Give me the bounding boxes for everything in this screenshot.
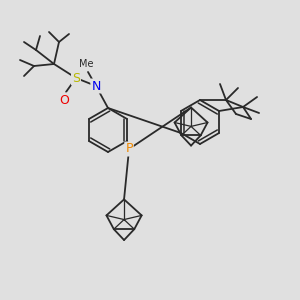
Text: N: N xyxy=(91,80,101,92)
Text: O: O xyxy=(59,94,69,106)
Text: P: P xyxy=(125,142,133,155)
Text: S: S xyxy=(72,71,80,85)
Text: Me: Me xyxy=(79,59,93,69)
